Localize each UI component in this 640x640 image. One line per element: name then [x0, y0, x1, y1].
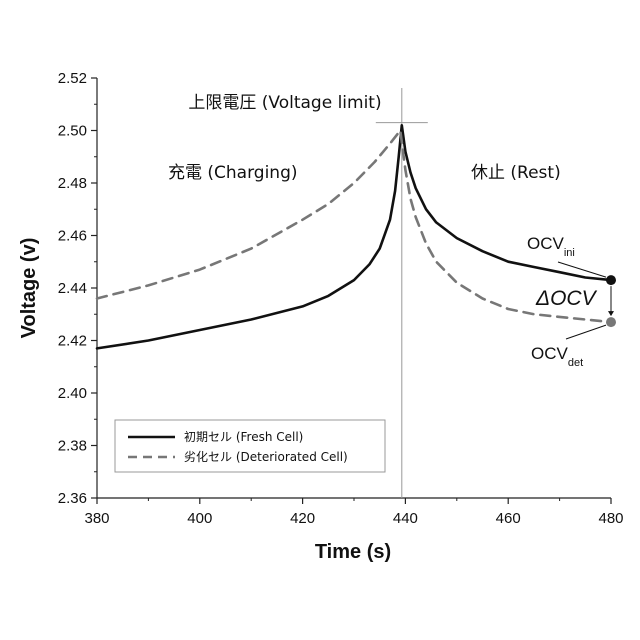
delta-ocv-label: ΔOCV: [535, 287, 598, 310]
legend-entry-fresh: 初期セル (Fresh Cell): [184, 430, 303, 444]
legend-box: [115, 420, 385, 472]
ocv-ini-label: OCVini: [527, 234, 575, 259]
y-tick-label: 2.38: [58, 438, 87, 455]
ocv-ini-point: [606, 275, 616, 285]
y-axis-title: Voltage (v): [18, 238, 40, 339]
y-axis-ticks: 2.36 2.38 2.40 2.42 2.44 2.46 2.48 2.50 2.52: [58, 70, 97, 507]
series-line-deteriorated: [97, 131, 611, 323]
y-tick-label: 2.46: [58, 228, 87, 245]
x-axis-title: Time (s): [315, 541, 391, 563]
rest-label: 休止 (Rest): [471, 163, 561, 183]
y-tick-label: 2.42: [58, 333, 87, 350]
y-tick-label: 2.40: [58, 385, 87, 402]
y-tick-label: 2.44: [58, 280, 87, 297]
y-tick-label: 2.52: [58, 70, 87, 87]
legend-entry-deteriorated: 劣化セル (Deteriorated Cell): [184, 450, 348, 464]
ocv-ini-leader: [558, 262, 606, 277]
charging-label: 充電 (Charging): [168, 163, 298, 183]
ocv-det-point: [606, 317, 616, 327]
x-tick-label: 440: [393, 510, 418, 527]
y-tick-label: 2.48: [58, 175, 87, 192]
x-axis-ticks: 380 400 420 440 460 480: [84, 498, 623, 527]
ocv-det-label: OCVdet: [531, 344, 583, 369]
delta-ocv-arrowhead: [608, 311, 614, 316]
x-tick-label: 400: [187, 510, 212, 527]
y-tick-label: 2.36: [58, 490, 87, 507]
x-tick-label: 480: [598, 510, 623, 527]
voltage-limit-label: 上限電圧 (Voltage limit): [188, 93, 381, 113]
x-tick-label: 460: [496, 510, 521, 527]
x-tick-label: 380: [84, 510, 109, 527]
y-tick-label: 2.50: [58, 123, 87, 140]
x-tick-label: 420: [290, 510, 315, 527]
ocv-det-leader: [566, 325, 606, 339]
legend: 初期セル (Fresh Cell) 劣化セル (Deteriorated Cel…: [115, 420, 385, 472]
